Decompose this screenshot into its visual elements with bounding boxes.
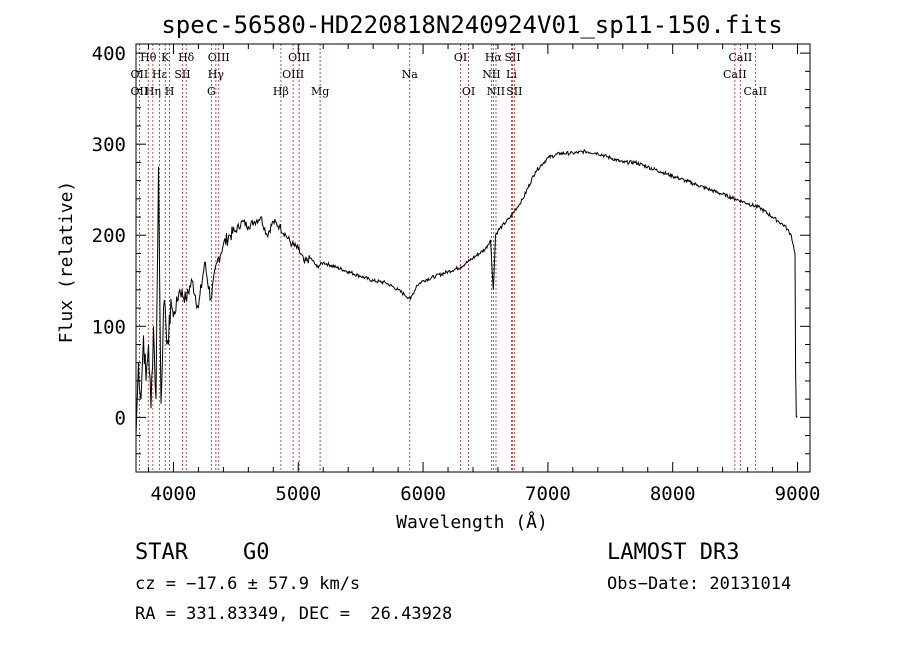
spectral-line-label: Hβ <box>273 85 289 98</box>
spectral-line-label: OIII <box>208 51 230 64</box>
spectral-line-label: NII <box>482 68 500 81</box>
spectral-line-label: OII <box>131 68 149 81</box>
y-tick-label: 100 <box>92 316 126 338</box>
x-tick-label: 8000 <box>650 483 696 505</box>
spectral-line-label: K <box>161 51 170 64</box>
x-tick-label: 5000 <box>275 483 321 505</box>
spectrum-chart: spec-56580-HD220818N240924V01_sp11-150.f… <box>56 11 821 533</box>
spectral-line-label: SII <box>174 68 190 81</box>
chart-title: spec-56580-HD220818N240924V01_sp11-150.f… <box>161 11 782 39</box>
survey-name: LAMOST DR3 <box>607 540 740 565</box>
spectral-line-label: OI <box>462 85 475 98</box>
spectral-line-label: Mg <box>311 85 329 98</box>
y-tick-label: 200 <box>92 225 126 247</box>
x-tick-label: 9000 <box>775 483 821 505</box>
observation-date: Obs−Date: 20131014 <box>607 574 792 594</box>
object-class: STAR <box>135 540 188 565</box>
spectral-line-label: Li <box>506 68 517 81</box>
spectral-line-label: Hδ <box>178 51 195 64</box>
spectral-line-label: Hη <box>145 85 161 98</box>
y-axis-label: Flux (relative) <box>56 181 77 344</box>
x-tick-label: 7000 <box>525 483 571 505</box>
x-axis-label: Wavelength (Å) <box>396 511 548 533</box>
spectral-line-label: SII <box>504 51 520 64</box>
spectral-line-label: Na <box>402 68 419 81</box>
y-tick-label: 0 <box>115 407 126 429</box>
spectral-line-label: OII <box>131 85 149 98</box>
subclass: G0 <box>243 540 270 565</box>
spectral-line-label: NII <box>487 85 505 98</box>
flux-line <box>135 148 798 436</box>
x-tick-label: 6000 <box>400 483 446 505</box>
spectral-line-label: OIII <box>282 68 304 81</box>
spectrum-series <box>135 148 798 436</box>
spectral-line-label: CaII <box>729 51 753 64</box>
coordinates: RA = 331.83349, DEC = 26.43928 <box>135 604 453 624</box>
spectral-line-label: SII <box>506 85 522 98</box>
axes: 4000 5000 6000 7000 8000 9000 0 100 200 300 400 <box>92 43 821 505</box>
spectral-line-label: Hε <box>152 68 168 81</box>
y-tick-label: 400 <box>92 43 126 65</box>
spectral-line-label: CaII <box>743 85 767 98</box>
spectral-line-label: CaII <box>723 68 747 81</box>
spectral-line-label: Hγ <box>208 68 225 81</box>
x-tick-label: 4000 <box>151 483 197 505</box>
spectral-line-label: H <box>165 85 175 98</box>
spectral-line-label: OI <box>454 51 467 64</box>
spectral-line-label: Hα <box>485 51 503 64</box>
spectral-line-label: G <box>207 85 216 98</box>
redshift-velocity: cz = −17.6 ± 57.9 km/s <box>135 574 361 594</box>
y-tick-label: 300 <box>92 134 126 156</box>
spectral-line-label: OIII <box>288 51 310 64</box>
